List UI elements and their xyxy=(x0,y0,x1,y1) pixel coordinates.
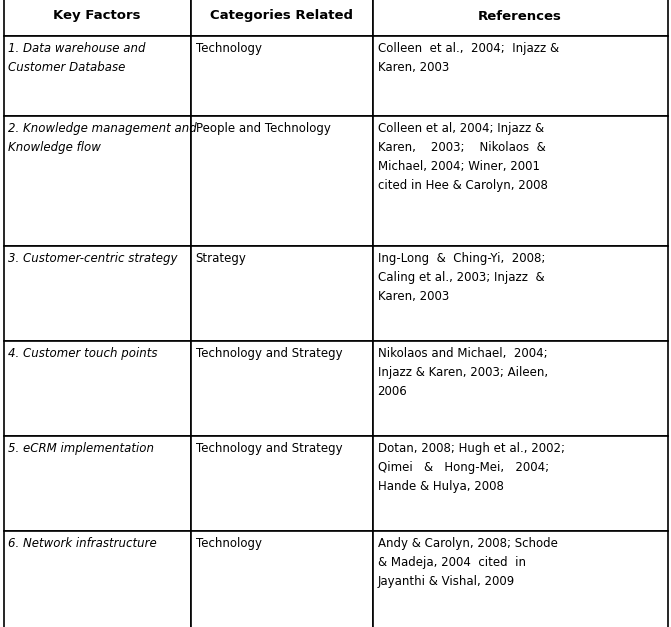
Text: Technology and Strategy: Technology and Strategy xyxy=(195,347,342,360)
Text: Andy & Carolyn, 2008; Schode
& Madeja, 2004  cited  in
Jayanthi & Vishal, 2009: Andy & Carolyn, 2008; Schode & Madeja, 2… xyxy=(378,537,558,588)
Text: 1. Data warehouse and
Customer Database: 1. Data warehouse and Customer Database xyxy=(9,42,146,74)
Bar xyxy=(191,36,372,116)
Bar xyxy=(191,436,372,531)
Bar xyxy=(191,246,372,341)
Text: Colleen  et al.,  2004;  Injazz &
Karen, 2003: Colleen et al., 2004; Injazz & Karen, 20… xyxy=(378,42,559,74)
Text: 3. Customer-centric strategy: 3. Customer-centric strategy xyxy=(9,252,178,265)
Text: Ing-Long  &  Ching-Yi,  2008;
Caling et al., 2003; Injazz  &
Karen, 2003: Ing-Long & Ching-Yi, 2008; Caling et al.… xyxy=(378,252,545,303)
Bar xyxy=(191,341,372,436)
Text: Technology: Technology xyxy=(195,42,262,55)
Bar xyxy=(372,36,668,116)
Text: References: References xyxy=(478,9,562,23)
Text: 5. eCRM implementation: 5. eCRM implementation xyxy=(9,442,154,455)
Text: Nikolaos and Michael,  2004;
Injazz & Karen, 2003; Aileen,
2006: Nikolaos and Michael, 2004; Injazz & Kar… xyxy=(378,347,548,398)
Bar xyxy=(372,116,668,246)
Bar xyxy=(3,531,191,627)
Bar xyxy=(372,246,668,341)
Text: Key Factors: Key Factors xyxy=(53,9,141,23)
Bar xyxy=(3,246,191,341)
Bar xyxy=(3,0,191,36)
Bar xyxy=(372,0,668,36)
Bar xyxy=(372,341,668,436)
Bar xyxy=(3,36,191,116)
Text: Strategy: Strategy xyxy=(195,252,246,265)
Text: Technology and Strategy: Technology and Strategy xyxy=(195,442,342,455)
Text: People and Technology: People and Technology xyxy=(195,122,330,135)
Bar xyxy=(191,0,372,36)
Text: Colleen et al, 2004; Injazz &
Karen,    2003;    Nikolaos  &
Michael, 2004; Wine: Colleen et al, 2004; Injazz & Karen, 200… xyxy=(378,122,548,192)
Text: Dotan, 2008; Hugh et al., 2002;
Qimei   &   Hong-Mei,   2004;
Hande & Hulya, 200: Dotan, 2008; Hugh et al., 2002; Qimei & … xyxy=(378,442,564,493)
Text: 4. Customer touch points: 4. Customer touch points xyxy=(9,347,158,360)
Text: Categories Related: Categories Related xyxy=(210,9,353,23)
Bar xyxy=(3,341,191,436)
Bar xyxy=(372,436,668,531)
Text: Technology: Technology xyxy=(195,537,262,550)
Bar xyxy=(191,116,372,246)
Text: 6. Network infrastructure: 6. Network infrastructure xyxy=(9,537,157,550)
Bar xyxy=(191,531,372,627)
Bar xyxy=(372,531,668,627)
Text: 2. Knowledge management and
Knowledge flow: 2. Knowledge management and Knowledge fl… xyxy=(9,122,197,154)
Bar xyxy=(3,436,191,531)
Bar xyxy=(3,116,191,246)
